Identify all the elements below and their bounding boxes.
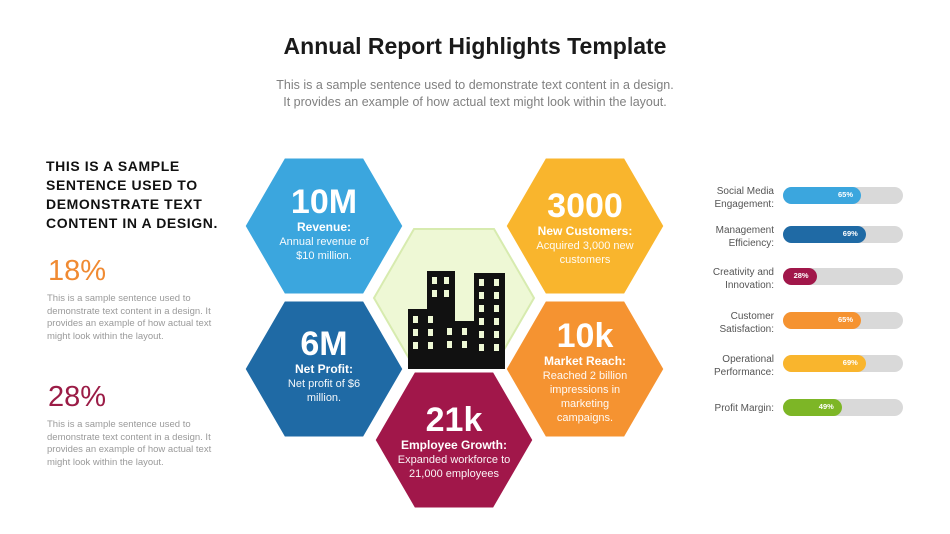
net-profit-value: 6M — [300, 325, 348, 363]
revenue-label: Revenue: — [296, 220, 352, 234]
metric-percent-operational: 69% — [842, 358, 858, 367]
metric-fill-operational: 69% — [783, 355, 866, 372]
metric-fill-customer-satisfaction: 65% — [783, 312, 861, 329]
metric-fill-social-media: 65% — [783, 187, 861, 204]
metric-label-creativity: Creativity and Innovation: — [712, 267, 774, 291]
stat-description-1: This is a sample sentence used to demons… — [47, 293, 212, 342]
metric-track-operational: 69% — [783, 355, 903, 372]
metric-fill-profit-margin: 49% — [783, 399, 842, 416]
employee-growth-value: 21k — [425, 401, 483, 439]
hexagon-revenue-text: 10M Revenue: Annual revenue of $10 milli… — [269, 184, 379, 263]
new-customers-description: Acquired 3,000 new customers — [536, 240, 634, 266]
hexagon-new-customers-text: 3000 New Customers: Acquired 3,000 new c… — [528, 188, 642, 267]
metric-percent-profit-margin: 49% — [818, 402, 834, 411]
net-profit-description: Net profit of $6 million. — [287, 378, 361, 404]
hexagon-employee-growth-text: 21k Employee Growth: Expanded workforce … — [394, 402, 514, 481]
metric-track-management: 69% — [783, 226, 903, 243]
metric-label-profit-margin: Profit Margin: — [714, 403, 774, 414]
market-reach-label: Market Reach: — [543, 354, 627, 368]
page-subtitle: This is a sample sentence used to demons… — [200, 77, 750, 111]
metric-percent-social-media: 65% — [837, 190, 853, 199]
subtitle-line-1: This is a sample sentence used to demons… — [276, 78, 674, 92]
hexagon-employee-growth — [372, 369, 536, 511]
employee-growth-description: Expanded workforce to 21,000 employees — [397, 454, 511, 480]
page-title: Annual Report Highlights Template — [283, 33, 667, 59]
metric-label-management: Management Efficiency: — [715, 225, 774, 249]
market-reach-value: 10k — [556, 317, 614, 355]
metric-track-creativity: 28% — [783, 268, 903, 285]
metric-label-social-media: Social Media Engagement: — [714, 186, 775, 210]
hexagon-net-profit — [242, 298, 406, 440]
metric-fill-creativity: 28% — [783, 268, 817, 285]
hexagon-net-profit-text: 6M Net Profit: Net profit of $6 million. — [274, 326, 374, 405]
metric-percent-creativity: 28% — [793, 271, 809, 280]
stat-description-2: This is a sample sentence used to demons… — [47, 419, 212, 468]
metric-track-social-media: 65% — [783, 187, 903, 204]
revenue-description: Annual revenue of $10 million. — [279, 236, 369, 262]
net-profit-label: Net Profit: — [295, 362, 353, 376]
metric-percent-management: 69% — [842, 229, 858, 238]
hexagon-new-customers — [503, 155, 667, 297]
left-headline: This is a sample sentence used to demons… — [46, 158, 218, 231]
stat-value-2: 28% — [48, 381, 107, 413]
metric-track-profit-margin: 49% — [783, 399, 903, 416]
subtitle-line-2: It provides an example of how actual tex… — [283, 95, 667, 109]
new-customers-label: New Customers: — [537, 224, 633, 238]
hexagon-revenue — [242, 155, 406, 297]
metric-label-operational: Operational Performance: — [713, 354, 774, 378]
revenue-value: 10M — [290, 183, 358, 221]
hexagon-market-reach — [503, 298, 667, 440]
metric-fill-management: 69% — [783, 226, 866, 243]
metric-track-customer-satisfaction: 65% — [783, 312, 903, 329]
new-customers-value: 3000 — [547, 187, 623, 225]
stat-value-1: 18% — [48, 255, 107, 287]
employee-growth-label: Employee Growth: — [400, 438, 507, 452]
market-reach-description: Reached 2 billion impressions in marketi… — [542, 370, 628, 424]
metric-label-customer-satisfaction: Customer Satisfaction: — [719, 311, 774, 335]
buildings-icon — [408, 271, 505, 369]
hexagon-market-reach-text: 10k Market Reach: Reached 2 billion impr… — [535, 318, 635, 425]
metric-percent-customer-satisfaction: 65% — [837, 315, 853, 324]
